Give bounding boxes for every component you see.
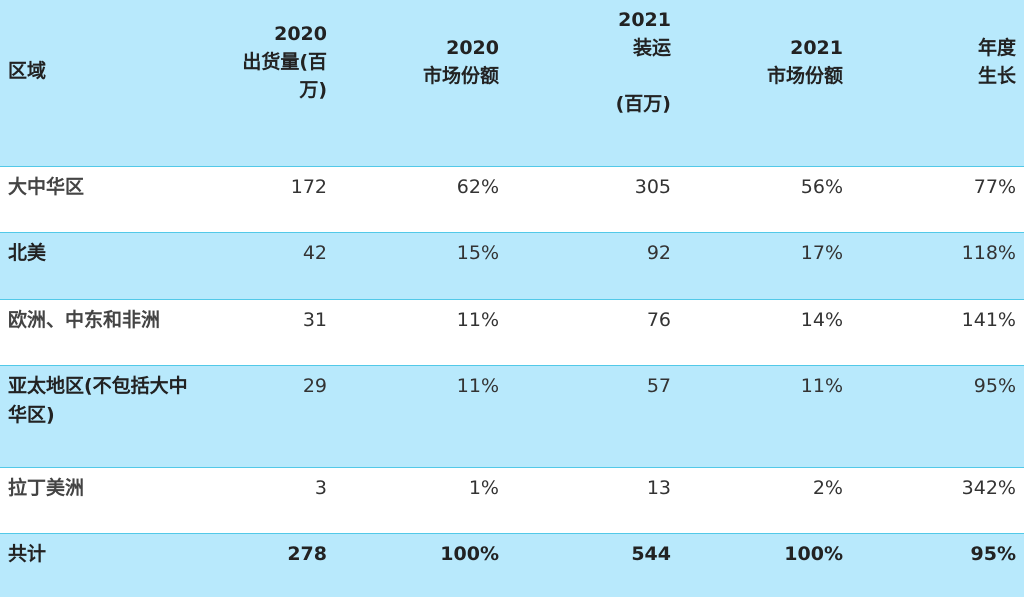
- cell-2021-shipments: 13: [507, 467, 679, 534]
- header-gap: [515, 62, 671, 90]
- header-line: 2021: [618, 9, 671, 31]
- cell-region: 欧洲、中东和非洲: [0, 299, 205, 366]
- table-row: 欧洲、中东和非洲 31 11% 76 14% 141%: [0, 299, 1024, 366]
- cell-region: 大中华区: [0, 166, 205, 233]
- header-row: 区域 2020 出货量(百 万) 2020 市场份额 2021 装运 (百万) …: [0, 0, 1024, 167]
- cell-total-label: 共计: [8, 542, 47, 565]
- cell-total-2021-share: 100%: [784, 542, 843, 565]
- table-header: 区域 2020 出货量(百 万) 2020 市场份额 2021 装运 (百万) …: [0, 0, 1024, 167]
- header-2020-shipments: 2020 出货量(百 万): [205, 0, 335, 167]
- header-region-label: 区域: [8, 59, 47, 82]
- header-2021-share: 2021 市场份额: [679, 0, 851, 167]
- header-line: 2020: [446, 37, 499, 59]
- header-2021-shipments: 2021 装运 (百万): [507, 0, 679, 167]
- header-line: 2021: [790, 37, 843, 59]
- cell-2021-share: 2%: [679, 467, 851, 534]
- table-row: 拉丁美洲 3 1% 13 2% 342%: [0, 467, 1024, 534]
- cell-2021-share: 14%: [679, 299, 851, 366]
- cell-2020-shipments: 29: [205, 365, 335, 468]
- cell-region: 北美: [0, 232, 205, 300]
- cell-growth: 118%: [851, 232, 1024, 300]
- cell-2021-shipments: 92: [507, 232, 679, 300]
- cell-2020-share: 11%: [335, 299, 507, 366]
- header-line: 装运: [632, 37, 671, 59]
- header-line: 出货量(百: [242, 51, 327, 73]
- cell-2021-share: 11%: [679, 365, 851, 468]
- cell-region: 亚太地区(不包括大中华区): [0, 365, 205, 468]
- header-line: 年度: [977, 37, 1016, 59]
- header-line: 2020: [274, 23, 327, 45]
- cell-2020-shipments: 31: [205, 299, 335, 366]
- cell-2021-share: 17%: [679, 232, 851, 300]
- header-annual-growth: 年度 生长: [851, 0, 1024, 167]
- cell-2020-shipments: 42: [205, 232, 335, 300]
- cell-2020-share: 1%: [335, 467, 507, 534]
- cell-growth: 95%: [851, 365, 1024, 468]
- header-line: 生长: [977, 65, 1016, 87]
- cell-total-2021-shipments: 544: [631, 542, 671, 565]
- cell-growth: 342%: [851, 467, 1024, 534]
- cell-growth: 77%: [851, 166, 1024, 233]
- header-line: 市场份额: [766, 65, 843, 87]
- header-line: 市场份额: [422, 65, 499, 87]
- cell-total-2020-share: 100%: [440, 542, 499, 565]
- total-row: 共计 278 100% 544 100% 95%: [0, 533, 1024, 597]
- header-line: (百万): [615, 93, 671, 115]
- cell-2020-shipments: 3: [205, 467, 335, 534]
- header-region: 区域: [0, 0, 205, 167]
- cell-2020-share: 62%: [335, 166, 507, 233]
- table-row: 北美 42 15% 92 17% 118%: [0, 232, 1024, 300]
- header-2020-share: 2020 市场份额: [335, 0, 507, 167]
- cell-total-growth: 95%: [970, 542, 1016, 565]
- cell-region: 拉丁美洲: [0, 467, 205, 534]
- cell-total-2020-shipments: 278: [287, 542, 327, 565]
- cell-2021-share: 56%: [679, 166, 851, 233]
- header-line: 万): [299, 79, 327, 101]
- cell-2020-shipments: 172: [205, 166, 335, 233]
- cell-2020-share: 15%: [335, 232, 507, 300]
- table-row: 亚太地区(不包括大中华区) 29 11% 57 11% 95%: [0, 365, 1024, 468]
- table-row: 大中华区 172 62% 305 56% 77%: [0, 166, 1024, 233]
- cell-2021-shipments: 305: [507, 166, 679, 233]
- table-body: 大中华区 172 62% 305 56% 77% 北美 42 15% 92 17…: [0, 166, 1024, 597]
- cell-2021-shipments: 76: [507, 299, 679, 366]
- cell-growth: 141%: [851, 299, 1024, 366]
- cell-2020-share: 11%: [335, 365, 507, 468]
- cell-2021-shipments: 57: [507, 365, 679, 468]
